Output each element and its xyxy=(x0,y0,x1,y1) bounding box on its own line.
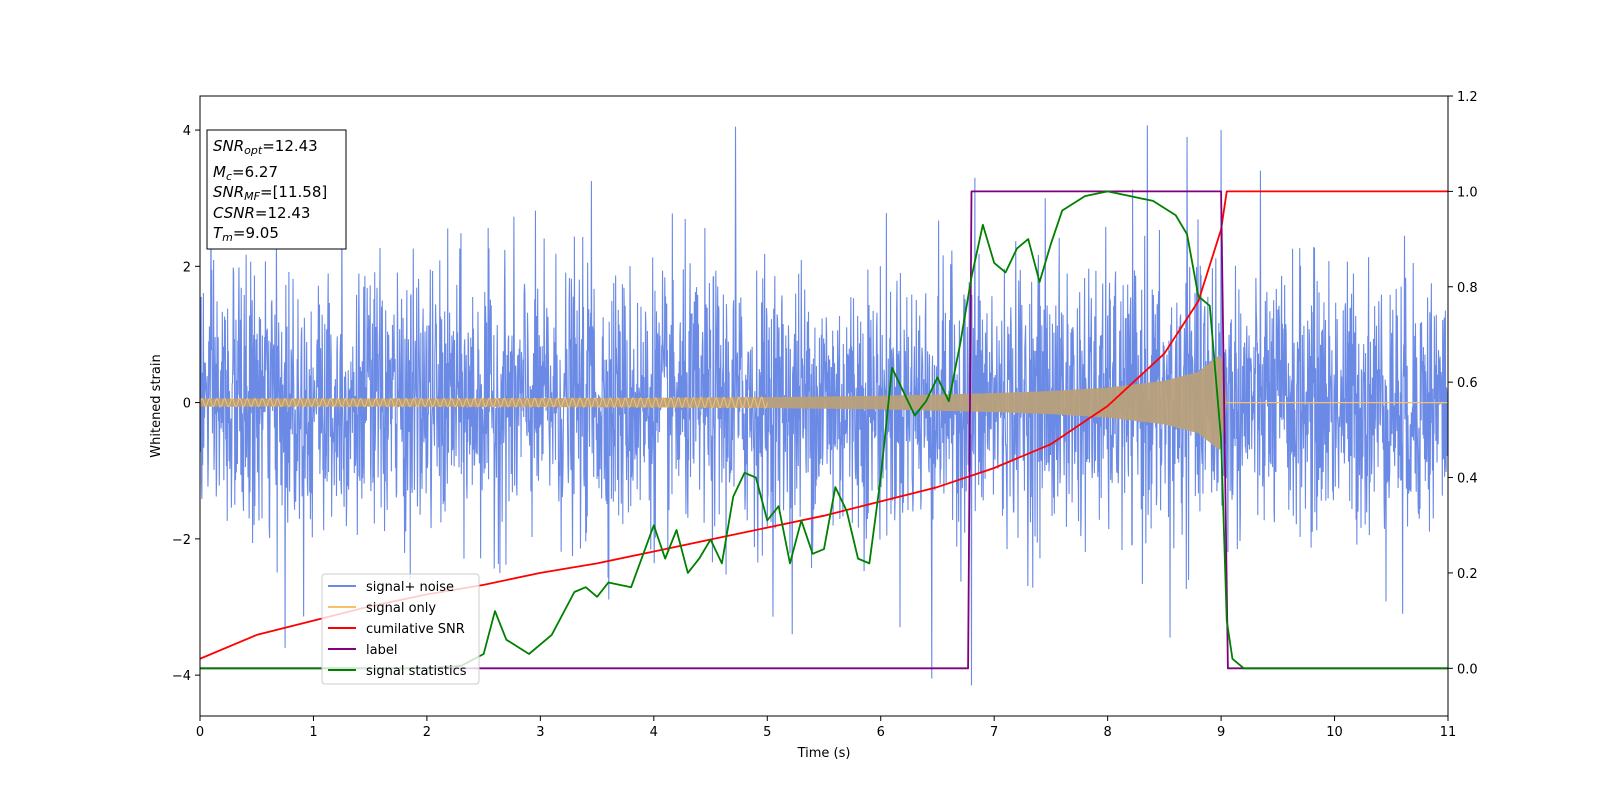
signal-noise-series xyxy=(200,125,1448,686)
x-axis-label: Time (s) xyxy=(797,746,851,761)
y-right-tick-label: 0.8 xyxy=(1457,281,1478,296)
info-box: SNRopt=12.43 Mc=6.27SNRMF=[11.58]CSNR=12.… xyxy=(206,129,347,250)
signal-only-line xyxy=(200,396,768,409)
signal-statistics-line xyxy=(200,190,1448,670)
signal-noise-line xyxy=(200,125,1448,686)
x-axis: 0 1 2 3 4 5 6 7 8 9 10 11 xyxy=(196,716,1456,740)
y-left-tick-label: 2 xyxy=(183,260,191,275)
info-line: CSNR=12.43 xyxy=(213,204,310,222)
y-axis-right: 0.0 0.2 0.4 0.6 0.8 1.0 1.2 xyxy=(1448,90,1478,677)
y-right-tick-label: 0.4 xyxy=(1457,472,1478,487)
plot-frame xyxy=(199,95,1449,717)
info-line: SNRopt=12.43 xyxy=(213,137,318,157)
y-right-tick-label: 0.0 xyxy=(1457,662,1478,677)
legend-label: signal only xyxy=(366,601,436,616)
x-tick-label: 1 xyxy=(309,725,317,740)
signal-only-envelope xyxy=(200,355,1227,450)
legend-label: cumilative SNR xyxy=(366,622,465,637)
y-left-tick-label: 4 xyxy=(183,124,191,139)
y-right-tick-label: 1.2 xyxy=(1457,90,1478,105)
y-left-tick-label: 0 xyxy=(183,397,191,412)
x-tick-label: 2 xyxy=(423,725,431,740)
y-left-tick-label: −4 xyxy=(172,669,191,684)
x-tick-label: 9 xyxy=(1217,725,1225,740)
x-tick-label: 7 xyxy=(990,725,998,740)
x-tick-label: 4 xyxy=(650,725,658,740)
y-right-tick-label: 0.2 xyxy=(1457,567,1478,582)
y-right-tick-label: 0.6 xyxy=(1457,376,1478,391)
info-line: SNRMF=[11.58] xyxy=(213,183,327,203)
y-axis-left: −4 −2 0 2 4 xyxy=(172,124,200,684)
x-tick-label: 11 xyxy=(1440,725,1457,740)
legend-label: signal statistics xyxy=(366,664,467,679)
legend-label: label xyxy=(366,643,397,658)
info-line: Tm=9.05 xyxy=(213,224,279,244)
x-tick-label: 8 xyxy=(1103,725,1111,740)
y-axis-label: Whitened strain xyxy=(149,354,164,457)
x-tick-label: 0 xyxy=(196,725,204,740)
x-tick-label: 5 xyxy=(763,725,771,740)
y-right-tick-label: 1.0 xyxy=(1457,185,1478,200)
info-line: Mc=6.27 xyxy=(213,163,278,183)
legend-label: signal+ noise xyxy=(366,580,454,595)
signal-statistics-series xyxy=(200,190,1448,670)
x-tick-label: 10 xyxy=(1326,725,1343,740)
x-tick-label: 6 xyxy=(877,725,885,740)
legend: signal+ noise signal only cumilative SNR la… xyxy=(321,573,480,685)
y-left-tick-label: −2 xyxy=(172,533,191,548)
x-tick-label: 3 xyxy=(536,725,544,740)
signal-only-series xyxy=(200,355,1448,450)
